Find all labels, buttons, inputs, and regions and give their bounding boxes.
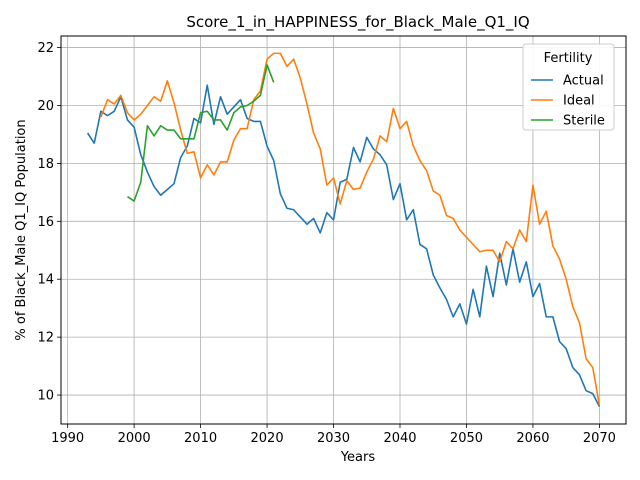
x-tick-label: 1990 xyxy=(51,431,84,446)
x-tick-label: 2070 xyxy=(583,431,616,446)
y-tick-label: 22 xyxy=(37,41,54,56)
legend-entries: Actual Ideal Sterile xyxy=(531,74,605,129)
x-tick-label: 2010 xyxy=(184,431,217,446)
x-tick-label: 2050 xyxy=(450,431,483,446)
x-axis-title: Years xyxy=(340,450,376,465)
y-axis-title: % of Black_Male Q1_IQ Population xyxy=(14,119,29,340)
legend-title: Fertility xyxy=(544,51,593,66)
y-tick-label: 14 xyxy=(37,273,54,288)
x-tick-label: 2000 xyxy=(118,431,151,446)
legend-label-sterile: Sterile xyxy=(563,114,605,129)
series-line-ideal xyxy=(100,52,601,406)
series-line-sterile xyxy=(127,64,275,202)
y-tick-label: 18 xyxy=(37,157,54,172)
legend-box xyxy=(522,43,615,131)
legend: Fertility Actual Ideal Sterile xyxy=(522,43,615,131)
y-tick-label: 16 xyxy=(37,215,54,230)
axis-ticks: 1990 2000 2010 2020 2030 2040 2050 2060 2070 10 12… xyxy=(37,41,616,446)
legend-label-actual: Actual xyxy=(563,74,604,89)
x-tick-label: 2040 xyxy=(383,431,416,446)
x-tick-label: 2030 xyxy=(317,431,350,446)
series-lines xyxy=(86,52,601,407)
chart-title: Score_1_in_HAPPINESS_for_Black_Male_Q1_I… xyxy=(186,13,529,32)
x-tick-label: 2020 xyxy=(251,431,284,446)
x-tick-label: 2060 xyxy=(516,431,549,446)
legend-label-ideal: Ideal xyxy=(563,94,595,109)
plot-frame xyxy=(60,35,627,425)
y-tick-label: 10 xyxy=(37,389,54,404)
series-line-actual xyxy=(86,84,601,407)
y-tick-label: 20 xyxy=(37,99,54,114)
y-tick-label: 12 xyxy=(37,331,54,346)
